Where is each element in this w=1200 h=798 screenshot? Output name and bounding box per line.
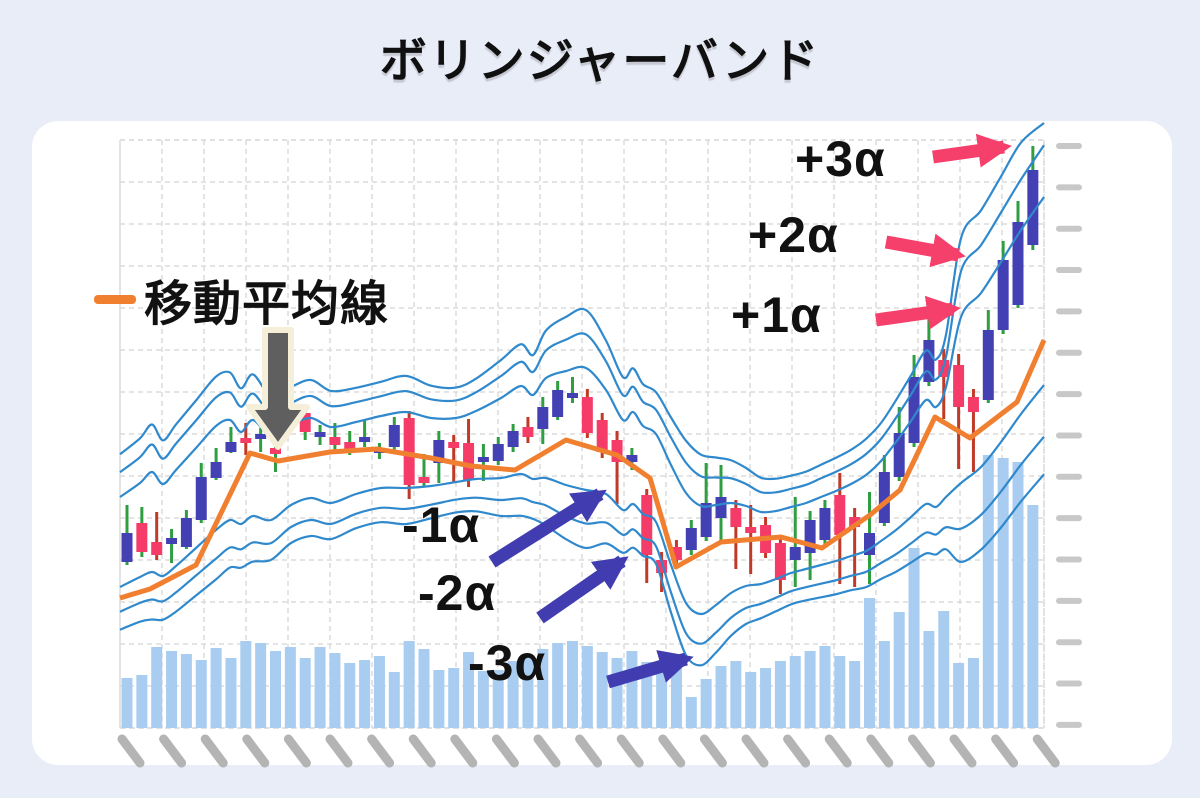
arrow-plus2 [884,233,966,268]
label-plus-2-alpha: +2α [748,207,839,263]
arrow-plus3 [932,133,1012,168]
label-minus-1-alpha: -1α [402,497,481,553]
bottom-axis-ticks [117,734,1060,768]
page-title: ボリンジャーバンド [379,34,821,87]
bollinger-bands [119,122,1045,667]
arrow-minus1 [488,488,607,568]
label-plus-1-alpha: +1α [731,287,822,343]
arrow-minus3 [606,650,694,689]
label-minus-3-alpha: -3α [468,635,547,691]
arrow-plus1 [875,295,961,330]
ma-legend: 移動平均線 [94,264,389,334]
ma-pointer-arrow [246,327,310,450]
moving-average-line [119,339,1047,601]
annotation-arrows [488,133,1012,689]
right-axis-ticks [1056,143,1082,728]
candlestick-series [121,146,1039,594]
ma-legend-label: 移動平均線 [144,278,390,331]
volume-series [121,455,1039,728]
label-plus-3-alpha: +3α [795,131,886,187]
arrow-minus2 [536,555,629,624]
label-minus-2-alpha: -2α [418,565,497,621]
ma-legend-dash-icon [94,294,136,304]
